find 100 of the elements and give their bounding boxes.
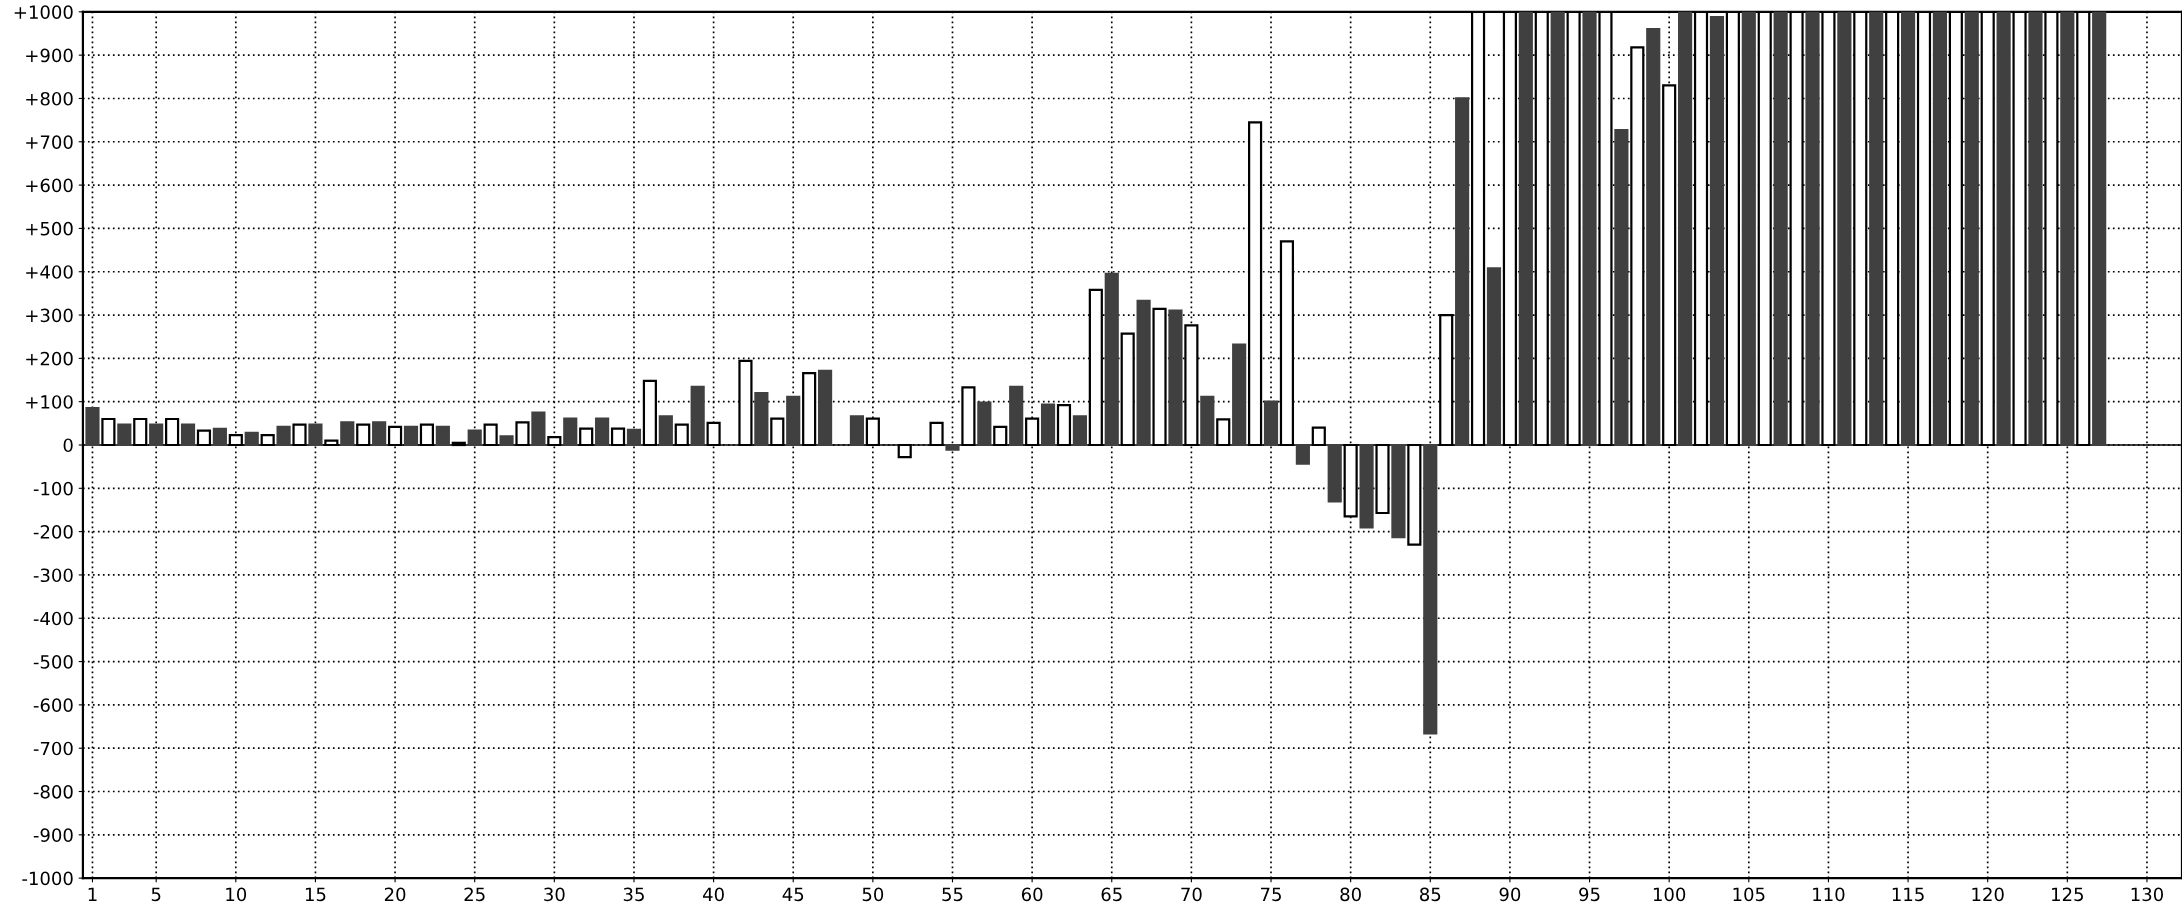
bar [2060,11,2075,447]
x-tick-label: 25 [464,887,485,902]
bar [1614,128,1629,447]
bar [786,395,801,447]
bar [1900,11,1916,447]
x-tick-label: 95 [1579,887,1600,902]
x-tick-label: 80 [1340,887,1361,902]
bar [1072,415,1087,447]
bar [563,417,578,447]
bar [276,425,291,447]
x-tick-label: 35 [623,887,644,902]
y-tick-label: +600 [26,178,73,193]
x-tick-label: 50 [862,887,884,902]
x-tick-label: 70 [1181,887,1202,902]
x-tick-label: 75 [1261,887,1281,902]
x-tick-label: 45 [782,887,804,902]
bar [1009,385,1024,447]
x-tick-label: 130 [2131,887,2163,902]
y-tick-label: +500 [26,221,73,236]
x-tick-label: 85 [1420,887,1441,902]
bar [1678,11,1693,447]
y-tick-label: 0 [63,438,73,453]
bar [85,407,100,447]
bar [244,431,259,447]
bar [1741,11,1756,447]
bar [1391,443,1406,539]
y-tick-label: -900 [33,828,73,842]
bar [1200,395,1215,447]
bar [1996,11,2011,447]
bar [499,435,514,447]
x-tick-label: 10 [226,887,247,902]
bar [372,421,387,447]
bar [945,443,960,451]
bar [977,401,992,447]
x-tick-label: 30 [544,887,565,902]
bar [1168,309,1183,447]
bar [1104,272,1119,447]
bar [212,427,227,447]
bar [1869,11,1884,447]
bar [1964,11,1979,447]
bar [117,423,132,447]
y-tick-label: -300 [33,568,73,583]
bar [1932,11,1947,447]
y-tick-label: -400 [33,611,73,626]
bar [849,415,865,447]
bar [818,369,833,447]
y-tick-label: -600 [33,698,73,712]
bar [435,425,450,447]
x-tick-label: 125 [2052,887,2083,902]
bar [1455,97,1470,447]
y-tick-label: -700 [33,741,73,756]
bar [1040,403,1056,447]
bar [1805,11,1820,447]
bar [467,429,482,447]
y-tick-label: -800 [33,784,73,799]
bar [308,423,323,447]
bar [340,421,355,447]
bar [1359,443,1374,529]
y-tick-label: +1000 [14,5,73,19]
bar [1327,443,1342,503]
bar [626,428,642,447]
bar [1709,15,1725,447]
x-tick-label: 20 [384,887,406,902]
bar [1423,443,1438,735]
bar [1646,28,1661,447]
x-tick-label: 120 [1972,887,2004,902]
bar [149,423,164,447]
bar [1295,443,1310,465]
bar [1486,267,1502,447]
y-tick-label: +200 [26,351,73,366]
y-tick-label: +100 [26,395,73,409]
x-tick-label: 5 [151,887,161,902]
x-tick-label: 100 [1653,887,1686,902]
bar [1582,11,1597,447]
y-tick-label: -100 [33,481,73,496]
bar [690,385,705,447]
bar [180,423,196,447]
y-tick-label: -200 [33,525,73,539]
bar [658,415,673,447]
bar [1518,11,1533,447]
bar [1773,11,1788,447]
x-tick-label: 115 [1892,887,1924,902]
bar [1837,11,1852,447]
y-tick-label: +400 [26,265,73,279]
bar [2028,11,2043,447]
bar [1232,343,1247,447]
x-tick-label: 65 [1101,887,1122,902]
x-tick-label: 40 [702,887,724,902]
x-tick-label: 55 [942,887,963,902]
x-tick-label: 15 [305,887,326,902]
x-tick-label: 105 [1733,887,1765,902]
bar [531,411,546,447]
y-tick-label: -500 [33,655,73,669]
x-tick-label: 110 [1813,887,1845,902]
bar [403,425,419,447]
y-tick-label: +900 [26,48,73,63]
bar [2092,11,2107,447]
y-tick-label: +800 [26,91,73,106]
y-tick-label: +300 [26,308,73,323]
bar [1136,299,1151,447]
